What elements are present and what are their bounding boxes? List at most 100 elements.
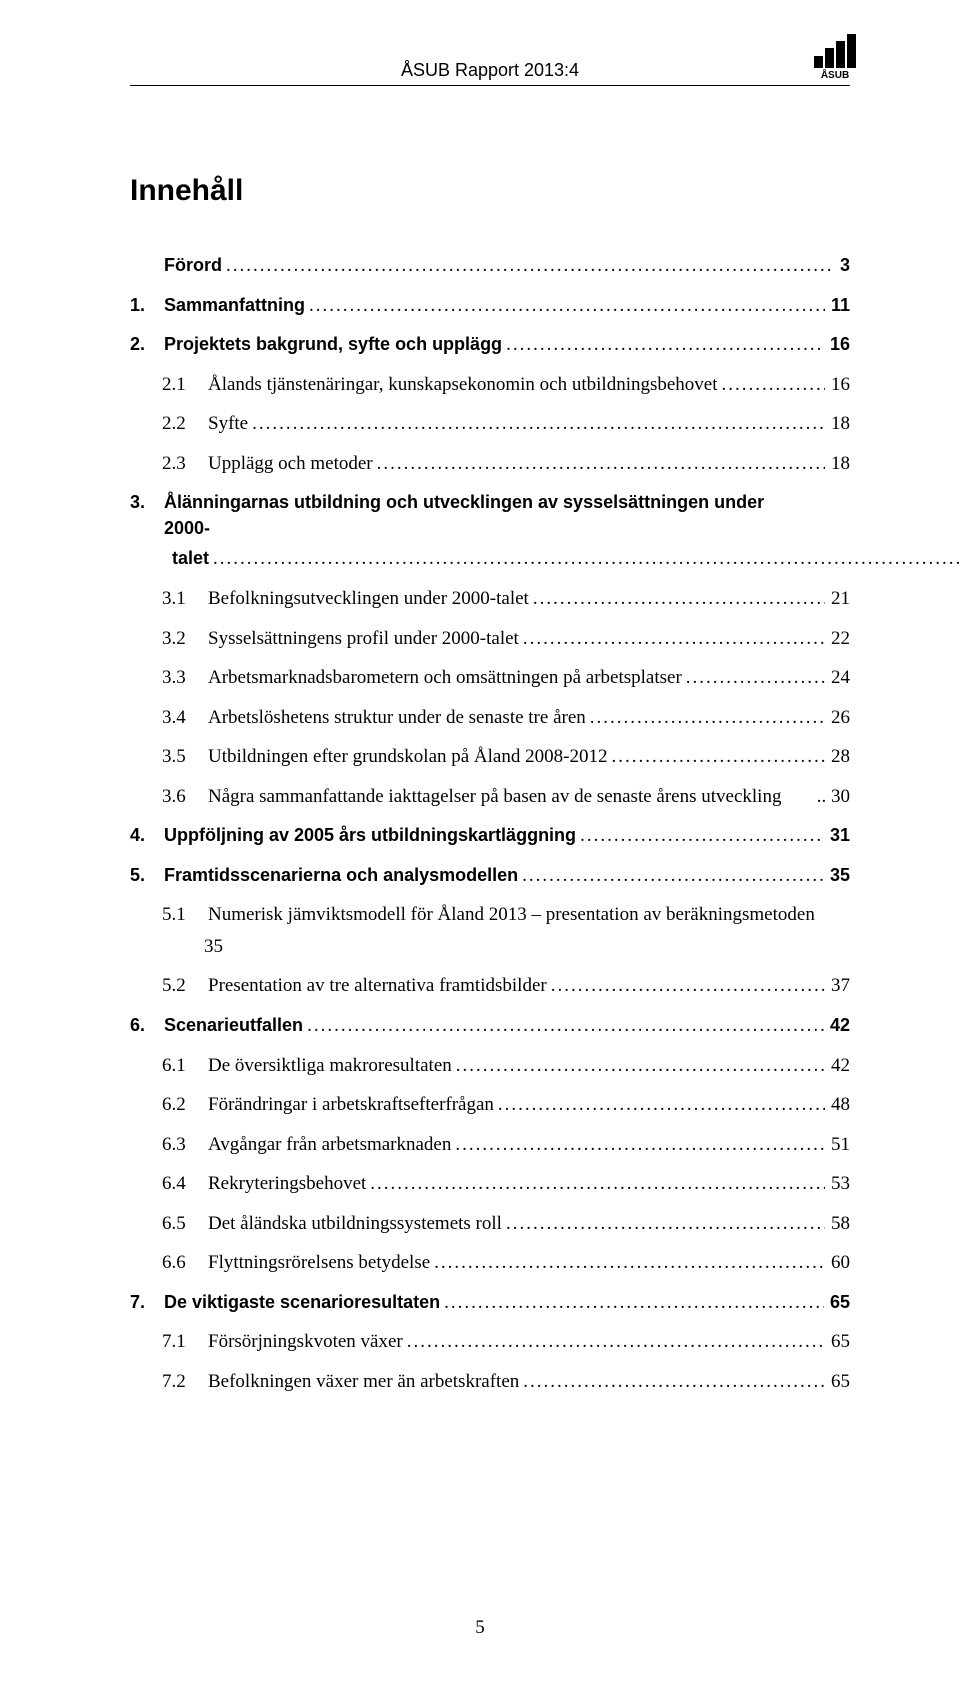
toc-number: 6.3 — [162, 1131, 208, 1159]
toc-text: Försörjningskvoten växer — [208, 1328, 407, 1356]
toc-leader: ........................................… — [370, 1170, 825, 1198]
toc-leader: ........................................… — [523, 1368, 825, 1396]
toc-text: Rekryteringsbehovet — [208, 1170, 370, 1198]
toc-number: 3.4 — [162, 704, 208, 732]
toc-page: .. 30 — [811, 783, 850, 811]
toc-leader: ........................................… — [523, 625, 825, 653]
toc-number: 1. — [130, 292, 164, 318]
toc-leader: ........................................… — [434, 1249, 825, 1277]
toc-number: 2. — [130, 331, 164, 357]
toc-leader: ........................................… — [506, 331, 824, 359]
toc-entry: 7.De viktigaste scenarioresultaten......… — [130, 1289, 850, 1317]
toc-leader: ........................................… — [722, 371, 825, 399]
toc-text: Sysselsättningens profil under 2000-tale… — [208, 625, 523, 653]
toc-page: 18 — [825, 450, 850, 478]
toc-leader: ........................................… — [377, 450, 825, 478]
toc-leader: ........................................… — [307, 1012, 824, 1040]
toc-page: 42 — [824, 1012, 850, 1038]
toc-number: 6.5 — [162, 1210, 208, 1238]
toc-number: 7. — [130, 1289, 164, 1315]
toc-page: 16 — [825, 371, 850, 399]
toc-leader: ........................................… — [444, 1289, 824, 1317]
toc-text: Förändringar i arbetskraftsefterfrågan — [208, 1091, 498, 1119]
toc-number: 2.1 — [162, 371, 208, 399]
toc-entry: 5.Framtidsscenarierna och analysmodellen… — [130, 862, 850, 890]
toc-leader: ........................................… — [533, 585, 825, 613]
toc-text: Arbetsmarknadsbarometern och omsättninge… — [208, 664, 686, 692]
toc-page: 28 — [825, 743, 850, 771]
toc-number: 2.2 — [162, 410, 208, 438]
toc-page: 51 — [825, 1131, 850, 1159]
toc-entry: 5.2Presentation av tre alternativa framt… — [130, 972, 850, 1000]
toc-leader: ........................................… — [226, 252, 834, 280]
toc-number: 6.6 — [162, 1249, 208, 1277]
toc-leader: ........................................… — [590, 704, 825, 732]
table-of-contents: Förord..................................… — [130, 252, 850, 1396]
toc-text: Scenarieutfallen — [164, 1012, 307, 1038]
toc-number: 3.3 — [162, 664, 208, 692]
toc-number: 7.1 — [162, 1328, 208, 1356]
toc-entry: 6.6Flyttningsrörelsens betydelse........… — [130, 1249, 850, 1277]
asub-logo-icon: ÅSUB — [812, 34, 864, 80]
toc-number: 3.6 — [162, 783, 208, 811]
toc-text: Sammanfattning — [164, 292, 309, 318]
toc-entry: 3.Ålänningarnas utbildning och utvecklin… — [130, 489, 850, 573]
toc-leader: ........................................… — [522, 862, 824, 890]
toc-text: Uppföljning av 2005 års utbildningskartl… — [164, 822, 580, 848]
toc-text: Flyttningsrörelsens betydelse — [208, 1249, 434, 1277]
logo: ÅSUB — [812, 34, 864, 80]
toc-text: Befolkningen växer mer än arbetskraften — [208, 1368, 523, 1396]
toc-leader: ........................................… — [611, 743, 825, 771]
toc-leader: ........................................… — [455, 1131, 825, 1159]
toc-entry: 6.Scenarieutfallen......................… — [130, 1012, 850, 1040]
toc-entry: 2.Projektets bakgrund, syfte och upplägg… — [130, 331, 850, 359]
svg-text:ÅSUB: ÅSUB — [821, 68, 849, 80]
toc-page: 31 — [824, 822, 850, 848]
toc-number: 6.2 — [162, 1091, 208, 1119]
toc-entry: 3.3Arbetsmarknadsbarometern och omsättni… — [130, 664, 850, 692]
toc-text: Några sammanfattande iakttagelser på bas… — [208, 783, 785, 811]
toc-text: Presentation av tre alternativa framtids… — [208, 972, 551, 1000]
toc-text-continued: 35 — [204, 933, 850, 961]
toc-text: Framtidsscenarierna och analysmodellen — [164, 862, 522, 888]
toc-page: 37 — [825, 972, 850, 1000]
toc-leader: ........................................… — [686, 664, 825, 692]
toc-entry: 2.3Upplägg och metoder..................… — [130, 450, 850, 478]
toc-number: 6.4 — [162, 1170, 208, 1198]
toc-number: 5. — [130, 862, 164, 888]
toc-leader: ........................................… — [213, 545, 960, 573]
toc-leader: ........................................… — [456, 1052, 825, 1080]
toc-entry: 6.2Förändringar i arbetskraftsefterfråga… — [130, 1091, 850, 1119]
toc-title: Innehåll — [130, 174, 850, 208]
toc-page: 65 — [824, 1289, 850, 1315]
toc-page: 18 — [825, 410, 850, 438]
toc-entry: 6.5Det åländska utbildningssystemets rol… — [130, 1210, 850, 1238]
toc-text: Avgångar från arbetsmarknaden — [208, 1131, 455, 1159]
toc-number: 3. — [130, 489, 164, 515]
toc-page: 22 — [825, 625, 850, 653]
toc-number: 6.1 — [162, 1052, 208, 1080]
toc-page: 24 — [825, 664, 850, 692]
toc-number: 3.2 — [162, 625, 208, 653]
toc-text-continued: talet — [172, 545, 213, 571]
toc-entry: 6.3Avgångar från arbetsmarknaden........… — [130, 1131, 850, 1159]
toc-text: Befolkningsutvecklingen under 2000-talet — [208, 585, 533, 613]
toc-entry: 2.2Syfte................................… — [130, 410, 850, 438]
toc-text: Numerisk jämviktsmodell för Åland 2013 –… — [208, 901, 850, 929]
toc-page: 58 — [825, 1210, 850, 1238]
toc-number: 6. — [130, 1012, 164, 1038]
toc-entry: 5.1Numerisk jämviktsmodell för Åland 201… — [130, 901, 850, 960]
toc-text: De viktigaste scenarioresultaten — [164, 1289, 444, 1315]
toc-entry: 7.1Försörjningskvoten växer.............… — [130, 1328, 850, 1356]
toc-entry: 2.1Ålands tjänstenäringar, kunskapsekono… — [130, 371, 850, 399]
toc-entry: 1.Sammanfattning........................… — [130, 292, 850, 320]
toc-text: De översiktliga makroresultaten — [208, 1052, 456, 1080]
toc-entry: 3.6Några sammanfattande iakttagelser på … — [130, 783, 850, 811]
toc-text: Arbetslöshetens struktur under de senast… — [208, 704, 590, 732]
toc-number: 3.5 — [162, 743, 208, 771]
toc-page: 26 — [825, 704, 850, 732]
toc-text: Förord — [164, 252, 226, 278]
toc-text: Ålands tjänstenäringar, kunskapsekonomin… — [208, 371, 722, 399]
toc-number: 3.1 — [162, 585, 208, 613]
toc-page: 65 — [825, 1328, 850, 1356]
